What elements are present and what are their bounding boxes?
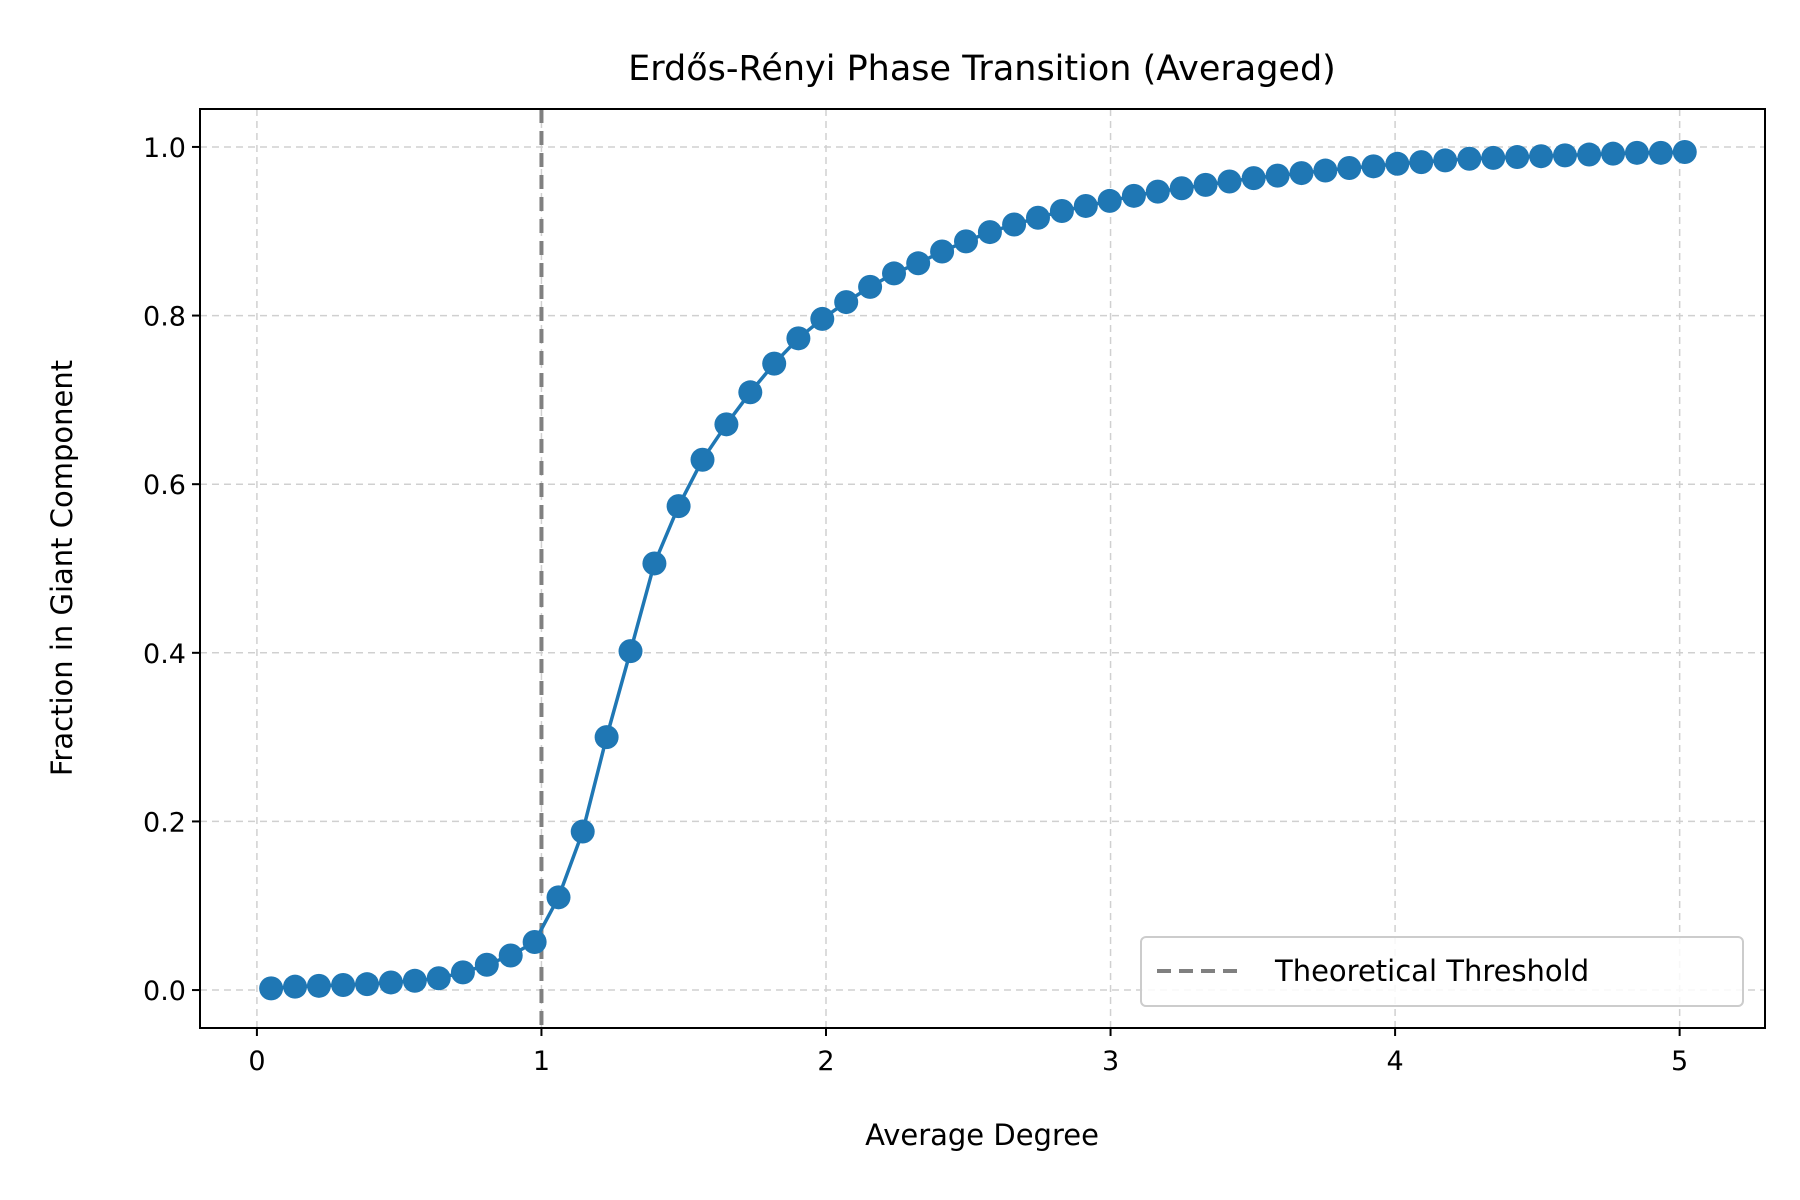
data-point [666,494,691,519]
x-tick-label: 2 [817,1046,834,1077]
data-point [1505,145,1530,170]
y-tick-label: 0.6 [143,470,186,501]
ticks: 0 1 2 3 4 5 0.0 0.2 0.4 0.6 0.8 1.0 [143,133,1688,1077]
y-tick-label: 0.8 [143,302,186,333]
data-point [378,970,403,995]
data-point [786,326,811,351]
data-point [1097,188,1122,213]
data-point [1409,150,1434,175]
data-point [1241,166,1266,191]
data-point [1145,179,1170,204]
data-point [594,725,619,750]
data-point [738,380,763,405]
data-point [1217,169,1242,194]
data-point [1624,140,1649,165]
data-point [522,930,547,955]
data-point [1385,151,1410,176]
data-point [1577,142,1602,167]
x-axis-label: Average Degree [865,1118,1099,1152]
data-point [1002,212,1027,237]
data-point [714,412,739,437]
data-point [1337,156,1362,181]
x-tick-label: 3 [1102,1046,1119,1077]
plot-frame [199,108,1766,1029]
data-point [474,952,499,977]
data-point [930,239,955,264]
data-point [810,306,835,331]
data-point [498,943,523,968]
y-tick-label: 0.0 [143,976,186,1007]
data-point [1457,146,1482,171]
data-point [953,229,978,254]
data-point [306,973,331,998]
data-point [1529,144,1554,169]
y-tick-label: 0.4 [143,639,186,670]
data-point [858,274,883,299]
data-point [1672,139,1697,164]
data-point [1289,161,1314,186]
y-tick-label: 1.0 [143,133,186,164]
data-point [1433,148,1458,173]
data-point [977,220,1002,245]
data-point [642,551,667,576]
y-axis-label: Fraction in Giant Component [45,360,79,776]
series-layer [259,139,1697,1001]
x-tick-label: 1 [533,1046,550,1077]
data-point [618,639,643,664]
x-tick-label: 4 [1386,1046,1403,1077]
data-point [355,972,380,997]
legend-threshold-label: Theoretical Threshold [1274,954,1589,988]
legend-box [1140,936,1744,1007]
data-point [1648,140,1673,165]
data-point [882,261,907,286]
data-point [331,973,356,998]
data-point [1313,158,1338,183]
data-point [570,819,595,844]
data-point [283,974,308,999]
data-point [762,351,787,376]
data-point [1601,141,1626,166]
data-point [1193,172,1218,197]
data-point [1361,154,1386,179]
data-point [690,447,715,472]
x-tick-label: 5 [1671,1046,1688,1077]
data-point [1073,193,1098,218]
data-point [259,976,284,1001]
data-point [402,968,427,993]
grid [200,109,1765,1028]
data-point [1265,163,1290,188]
data-point [1049,199,1074,224]
data-point [1552,143,1577,168]
data-point [450,960,475,985]
chart-title: Erdős-Rényi Phase Transition (Averaged) [628,49,1336,89]
data-point [1481,145,1506,170]
y-tick-label: 0.2 [143,807,186,838]
data-point [906,251,931,276]
legend: Theoretical Threshold [1140,936,1744,1007]
x-tick-label: 0 [248,1046,265,1077]
data-point [426,966,451,991]
data-point [1121,183,1146,208]
data-point [546,885,571,910]
data-point [1025,205,1050,230]
data-point [834,290,859,315]
data-point [1169,176,1194,201]
